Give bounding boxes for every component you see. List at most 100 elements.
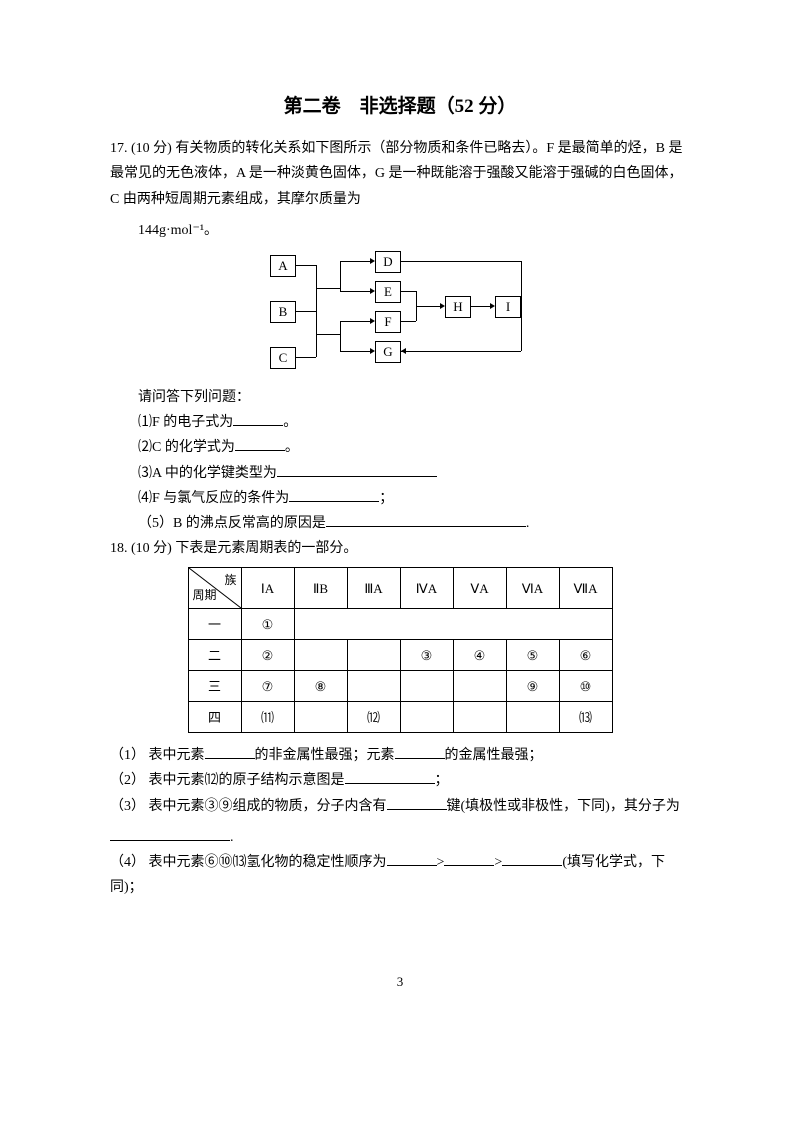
period: 。 — [285, 440, 299, 455]
blank[interactable] — [235, 436, 285, 451]
blank[interactable] — [205, 744, 255, 759]
q18-stem: 18. (10 分) 下表是元素周期表的一部分。 — [110, 536, 690, 561]
gt: > — [494, 855, 502, 870]
cell-empty — [506, 702, 559, 733]
blank[interactable] — [289, 487, 379, 502]
q17-s3-text: ⑶A 中的化学键类型为 — [138, 466, 277, 481]
table-header-row: 族 周期 ⅠA ⅡB ⅢA ⅣA ⅤA ⅥA ⅦA — [188, 568, 612, 609]
text: （3） 表中元素③⑨组成的物质，分子内含有 — [110, 799, 387, 814]
q18-text: 下表是元素周期表的一部分。 — [175, 541, 357, 556]
blank[interactable] — [444, 851, 494, 866]
node-e: E — [375, 281, 401, 303]
q18-s1: （1） 表中元素 的非金属性最强；元素 的金属性最强； — [110, 743, 690, 768]
node-f: F — [375, 311, 401, 333]
cell: ① — [241, 609, 294, 640]
cell: ⑧ — [294, 671, 347, 702]
period: . — [526, 516, 530, 531]
page-number: 3 — [110, 970, 690, 993]
node-d: D — [375, 251, 401, 273]
cell-empty — [347, 671, 400, 702]
text: （2） 表中元素⑿的原子结构示意图是 — [110, 773, 345, 788]
row-h: 四 — [188, 702, 241, 733]
q17-s5-text: （5）B 的沸点反常高的原因是 — [138, 516, 326, 531]
question-17: 17. (10 分) 有关物质的转化关系如下图所示（部分物质和条件已略去）。F … — [110, 136, 690, 536]
period: 。 — [283, 415, 297, 430]
node-c: C — [270, 347, 296, 369]
q17-points: (10 分) — [131, 141, 172, 156]
row-h: 三 — [188, 671, 241, 702]
semicolon: ； — [379, 491, 393, 506]
table-row: 二 ② ③ ④ ⑤ ⑥ — [188, 640, 612, 671]
cell: ⑩ — [559, 671, 612, 702]
q17-s3: ⑶A 中的化学键类型为 — [138, 461, 690, 486]
blank[interactable] — [345, 769, 435, 784]
blank[interactable] — [387, 851, 437, 866]
col-h: ⅠA — [241, 568, 294, 609]
q18-s3: （3） 表中元素③⑨组成的物质，分子内含有键(填极性或非极性，下同)，其分子为 — [110, 794, 690, 819]
col-h: ⅤA — [453, 568, 506, 609]
periodic-table: 族 周期 ⅠA ⅡB ⅢA ⅣA ⅤA ⅥA ⅦA 一 ① 二 ② — [110, 567, 690, 733]
q17-s2: ⑵C 的化学式为 。 — [138, 435, 690, 460]
q18-number: 18. — [110, 541, 128, 556]
cell-empty — [294, 609, 612, 640]
text: （4） 表中元素⑥⑩⒀氢化物的稳定性顺序为 — [110, 855, 387, 870]
blank[interactable] — [233, 411, 283, 426]
cell: ⑨ — [506, 671, 559, 702]
q17-s2-text: ⑵C 的化学式为 — [138, 440, 235, 455]
node-i: I — [495, 296, 521, 318]
cell: ③ — [400, 640, 453, 671]
blank[interactable] — [277, 462, 437, 477]
cell-empty — [294, 702, 347, 733]
text: （1） 表中元素 — [110, 748, 205, 763]
node-h: H — [445, 296, 471, 318]
blank[interactable] — [502, 851, 562, 866]
q17-s4: ⑷F 与氯气反应的条件为 ； — [138, 486, 690, 511]
text: 的金属性最强； — [445, 748, 543, 763]
q17-s1: ⑴F 的电子式为 。 — [138, 410, 690, 435]
cell-empty — [400, 671, 453, 702]
node-a: A — [270, 255, 296, 277]
q17-text1: 有关物质的转化关系如下图所示（部分物质和条件已略去）。F 是最简单的烃，B 是最… — [110, 141, 682, 206]
q17-number: 17. — [110, 141, 128, 156]
q18-s2: （2） 表中元素⑿的原子结构示意图是 ； — [110, 768, 690, 793]
cell-empty — [400, 702, 453, 733]
table-row: 四 ⑾ ⑿ ⒀ — [188, 702, 612, 733]
blank[interactable] — [395, 744, 445, 759]
blank[interactable] — [326, 512, 526, 527]
col-h: ⅣA — [400, 568, 453, 609]
cell-empty — [347, 640, 400, 671]
gt: > — [437, 855, 445, 870]
q18-s3-blank: . — [110, 825, 690, 850]
q17-s4-text: ⑷F 与氯气反应的条件为 — [138, 491, 289, 506]
semicolon: ； — [435, 773, 449, 788]
cell: ⑦ — [241, 671, 294, 702]
blank[interactable] — [110, 826, 230, 841]
q18-points: (10 分) — [131, 541, 172, 556]
table-row: 一 ① — [188, 609, 612, 640]
row-h: 一 — [188, 609, 241, 640]
q17-prompt: 请问答下列问题： — [138, 385, 690, 410]
table-row: 三 ⑦ ⑧ ⑨ ⑩ — [188, 671, 612, 702]
cell-empty — [453, 671, 506, 702]
q17-s1-text: ⑴F 的电子式为 — [138, 415, 233, 430]
question-18: 18. (10 分) 下表是元素周期表的一部分。 族 周期 ⅠA ⅡB ⅢA Ⅳ… — [110, 536, 690, 900]
cell: ④ — [453, 640, 506, 671]
col-h: ⅥA — [506, 568, 559, 609]
q17-s5: （5）B 的沸点反常高的原因是. — [138, 511, 690, 536]
q18-s4: （4） 表中元素⑥⑩⒀氢化物的稳定性顺序为>>(填写化学式，下同)； — [110, 850, 690, 900]
text: 的非金属性最强；元素 — [255, 748, 395, 763]
flowchart: A B C D E F G H I — [150, 251, 690, 381]
cell-empty — [453, 702, 506, 733]
cell: ⒀ — [559, 702, 612, 733]
cell: ⑥ — [559, 640, 612, 671]
corner-cell: 族 周期 — [189, 568, 241, 608]
corner-bot: 周期 — [193, 585, 217, 607]
cell: ⑾ — [241, 702, 294, 733]
cell: ⑿ — [347, 702, 400, 733]
blank[interactable] — [387, 795, 447, 810]
cell: ② — [241, 640, 294, 671]
section-title: 第二卷 非选择题（52 分） — [110, 90, 690, 124]
row-h: 二 — [188, 640, 241, 671]
col-h: ⅦA — [559, 568, 612, 609]
corner-top: 族 — [224, 570, 236, 592]
